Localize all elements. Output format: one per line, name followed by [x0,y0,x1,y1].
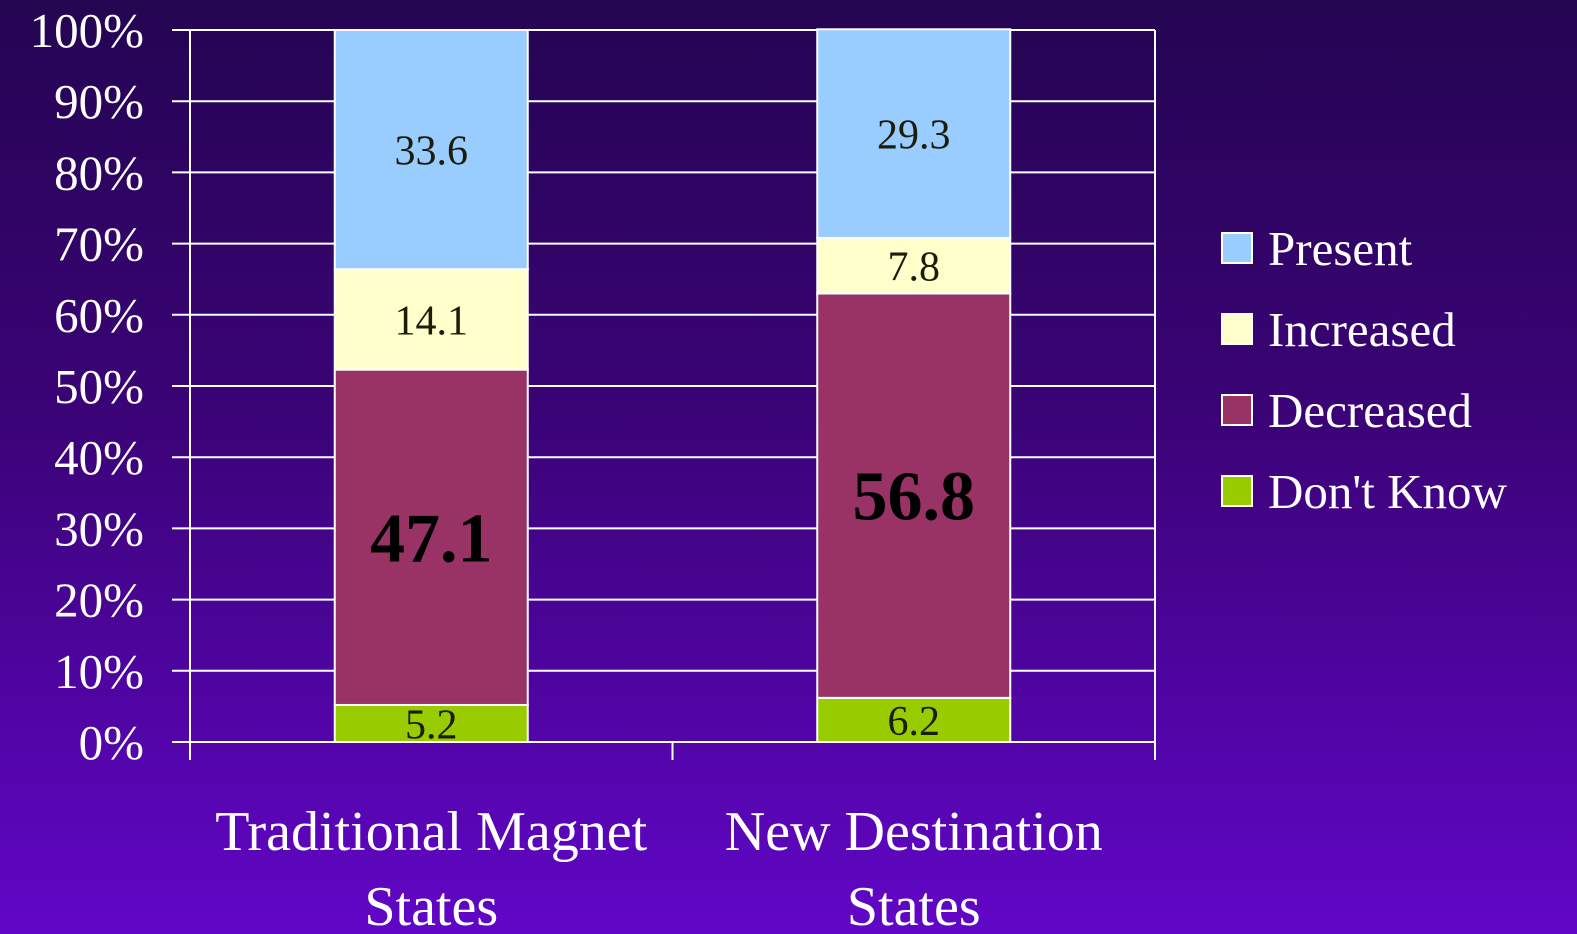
y-tick-label: 90% [54,74,144,129]
legend-label: Present [1268,221,1413,276]
bar-segment [816,28,1012,239]
x-category-label-line: New Destination [725,801,1103,863]
legend-swatch [1221,394,1253,426]
x-category-label-line: States [364,876,498,934]
y-tick-label: 30% [54,501,144,556]
legend-label: Don't Know [1268,464,1507,519]
bar-segment [333,368,529,706]
y-tick-label: 80% [54,145,144,200]
data-label: 14.1 [395,298,469,344]
legend-label: Decreased [1268,383,1472,438]
x-category-label-line: Traditional Magnet [215,801,647,863]
y-axis: 0% 10% 20% 30% 40% 50% 60% 70% 80% 90% 100% [30,3,190,770]
y-tick-label: 0% [79,715,144,770]
y-tick-label: 10% [54,644,144,699]
legend-swatch [1221,232,1253,264]
y-tick-label: 40% [54,430,144,485]
data-label: 7.8 [888,245,941,291]
legend: Present Increased Decreased Don't Know [1221,221,1507,519]
x-axis: Traditional Magnet States New Destination S… [189,30,1156,934]
y-tick-label: 60% [54,288,144,343]
bar-segment [816,696,1012,744]
data-label: 29.3 [877,113,951,159]
data-label: 47.1 [370,500,493,577]
x-category-label: New Destination States [725,801,1103,934]
y-tick-label: 100% [30,3,144,58]
x-category-label: Traditional Magnet States [215,801,647,934]
bar-segment [333,29,529,271]
legend-swatch [1221,475,1253,507]
y-tick-label: 20% [54,573,144,628]
data-label: 6.2 [888,699,941,745]
data-label: 33.6 [395,129,469,175]
legend-swatch [1221,313,1253,345]
bar-segment [333,703,529,744]
bar-segment [333,268,529,371]
data-label: 5.2 [405,702,458,748]
bar-segment [816,292,1012,699]
x-category-label-line: States [847,876,981,934]
legend-label: Increased [1268,302,1456,357]
bars: 5.2 47.1 14.1 33.6 6.2 56.8 7.8 29.3 [333,28,1012,748]
y-tick-label: 70% [54,217,144,272]
data-label: 56.8 [853,459,976,536]
y-tick-label: 50% [54,359,144,414]
bar-segment [816,236,1012,295]
